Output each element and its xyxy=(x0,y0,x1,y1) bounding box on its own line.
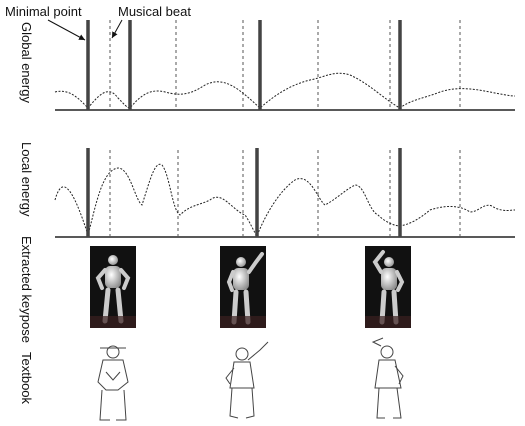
global-energy-panel xyxy=(55,20,515,110)
row-label: Global energy xyxy=(19,22,34,103)
musical-beat-label: Musical beat xyxy=(118,4,191,19)
row-label: Local energy xyxy=(19,142,34,217)
arrow xyxy=(112,20,122,38)
textbook-sketches xyxy=(98,338,403,420)
row-label: Extracted keypose xyxy=(19,236,34,343)
row-label: Textbook xyxy=(19,352,34,405)
minimal-point-label: Minimal point xyxy=(5,4,82,19)
local-energy-panel xyxy=(55,148,515,237)
figure: Minimal point Musical beat Global energy… xyxy=(0,0,525,426)
arrow xyxy=(48,20,85,40)
keypose-images xyxy=(90,246,411,328)
